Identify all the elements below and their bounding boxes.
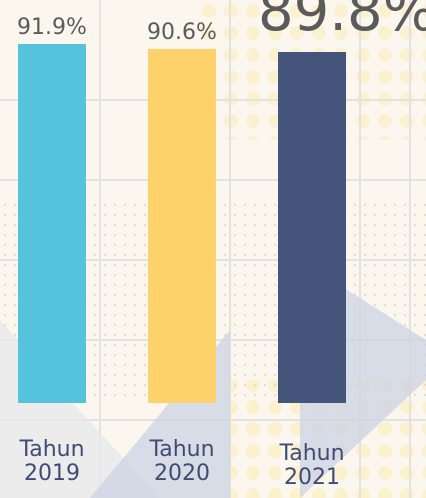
x-tick-label: Tahun 2019 [7, 438, 97, 486]
bar [18, 44, 86, 403]
chart: 91.9%Tahun 201990.6%Tahun 202089.8%Tahun… [0, 0, 426, 498]
bar [278, 52, 346, 403]
value-label: 89.8% [258, 0, 408, 40]
bar [148, 49, 216, 403]
value-label: 90.6% [107, 22, 257, 44]
x-tick-label: Tahun 2020 [137, 438, 227, 486]
x-tick-label: Tahun 2021 [267, 442, 357, 490]
